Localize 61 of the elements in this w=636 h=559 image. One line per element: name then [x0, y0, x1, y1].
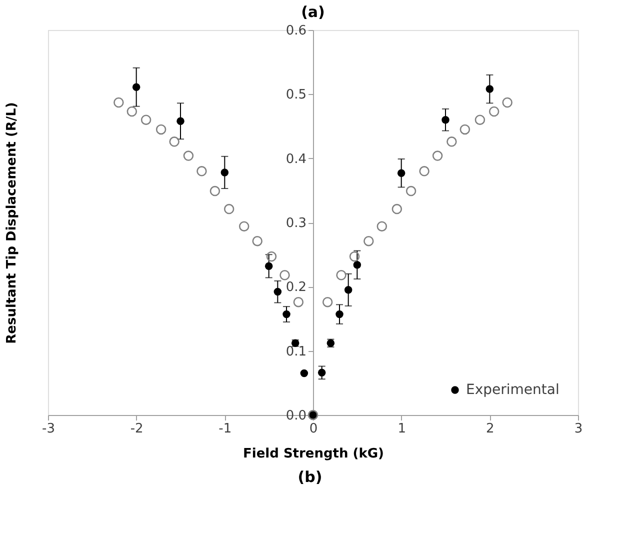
point	[238, 221, 250, 232]
point	[486, 85, 494, 93]
point	[419, 166, 430, 176]
point	[210, 186, 220, 196]
point	[300, 369, 308, 378]
x-tick-label: 1	[398, 422, 406, 436]
point	[126, 106, 138, 117]
point	[252, 236, 262, 246]
point	[293, 296, 304, 308]
point	[176, 117, 184, 125]
point	[488, 106, 500, 117]
y-tick-label: 0.4	[286, 152, 306, 167]
y-tick-label: 0.1	[286, 344, 306, 360]
point	[376, 221, 388, 232]
x-tick-label: -1	[218, 422, 232, 436]
point	[392, 204, 402, 214]
point	[353, 260, 362, 269]
point	[224, 204, 234, 214]
point	[344, 286, 352, 294]
x-tick-label: -3	[42, 422, 55, 436]
point	[446, 136, 457, 147]
point	[474, 114, 486, 125]
point	[156, 124, 166, 135]
point	[282, 310, 290, 318]
y-tick-label: 0.5	[286, 88, 306, 103]
point	[274, 288, 282, 296]
point	[169, 136, 180, 147]
x-axis-title: Field Strength (kG)	[242, 446, 384, 462]
y-tick-label: 0.0	[286, 408, 306, 424]
point	[432, 150, 443, 161]
point	[196, 166, 207, 176]
y-tick-label: 0.6	[286, 24, 306, 38]
point	[140, 114, 152, 125]
x-tick-label: -2	[130, 422, 144, 436]
point	[266, 251, 277, 262]
x-tick-label: 0	[309, 422, 318, 436]
point	[322, 296, 333, 308]
point	[336, 310, 344, 318]
point	[397, 169, 406, 177]
point	[364, 236, 374, 246]
y-tick-label: 0.3	[286, 216, 306, 231]
point	[442, 116, 450, 124]
y-tick-label: 0.2	[286, 280, 306, 296]
point	[264, 262, 273, 270]
point	[349, 251, 360, 262]
point	[318, 368, 326, 377]
point	[183, 150, 194, 161]
point	[336, 270, 346, 280]
point	[406, 186, 416, 196]
point	[114, 97, 124, 108]
point	[502, 97, 512, 108]
y-axis-title: Resultant Tip Displacement (R/L)	[4, 102, 20, 344]
point	[460, 124, 470, 135]
chart-title: (a)	[301, 3, 325, 21]
point	[280, 270, 290, 280]
point	[132, 83, 140, 91]
point	[220, 168, 229, 176]
x-tick-label: 3	[574, 422, 583, 436]
text: (b)	[298, 468, 322, 486]
x-tick-label: 2	[486, 422, 494, 436]
legend-label: Experimental	[466, 382, 560, 398]
